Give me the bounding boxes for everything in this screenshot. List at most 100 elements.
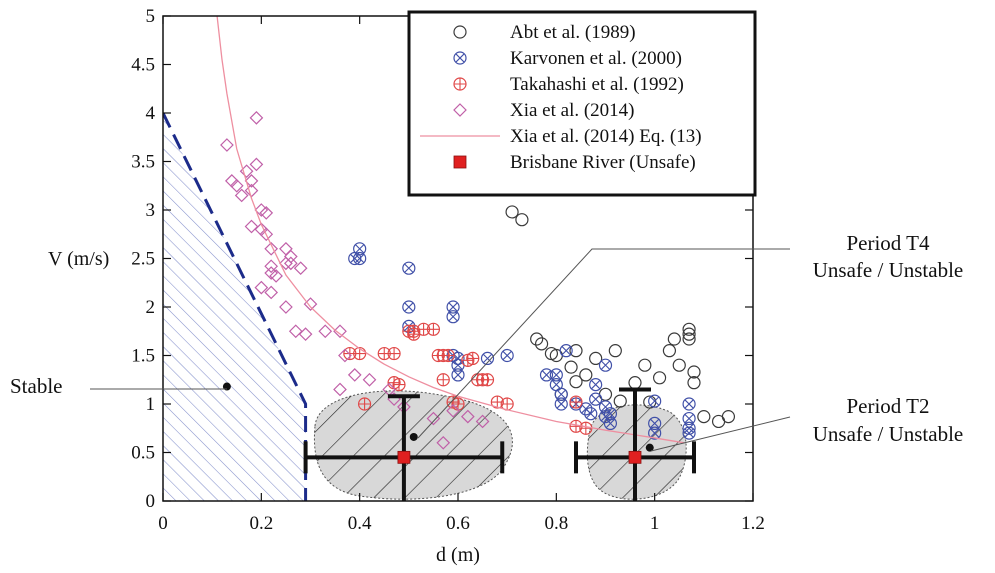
data-point-series-1-cross bbox=[355, 244, 365, 254]
brisbane-point bbox=[628, 450, 642, 464]
data-point-series-0 bbox=[697, 410, 711, 424]
axis-layer: 0 0.2 0.4 0.6 0.8 1 1.2 0 0.5 1 1.5 2 2.5 3 3.5 4 4.5 5 bbox=[131, 6, 765, 534]
data-point-series-1 bbox=[559, 344, 573, 358]
data-point-series-1-ring bbox=[682, 411, 696, 426]
data-point-series-0 bbox=[530, 332, 544, 346]
data-point-series-1 bbox=[549, 368, 563, 382]
x-tick-label: 0 bbox=[158, 513, 168, 534]
data-point-series-1-ring bbox=[682, 426, 696, 440]
legend-marker bbox=[453, 155, 467, 169]
data-point-series-1-cross bbox=[551, 370, 561, 380]
data-point-series-3 bbox=[279, 300, 293, 314]
legend-entry: Brisbane River (Unsafe) bbox=[453, 152, 696, 173]
legend-marker-ring bbox=[453, 51, 467, 65]
data-point-series-1 bbox=[402, 261, 416, 275]
data-point-series-3 bbox=[436, 435, 451, 450]
x-tick-label: 0.2 bbox=[249, 513, 273, 534]
y-axis-label: V (m/s) bbox=[48, 248, 109, 270]
x-tick-label: 1 bbox=[650, 513, 660, 534]
data-point-series-2-plus bbox=[358, 398, 371, 410]
legend-label: Xia et al. (2014) bbox=[510, 100, 635, 121]
data-point-series-2 bbox=[357, 397, 372, 411]
data-point-series-1-ring bbox=[500, 348, 514, 363]
data-point-series-1-cross bbox=[605, 409, 616, 419]
data-point-series-1-cross bbox=[404, 263, 414, 273]
legend-marker-plus bbox=[454, 78, 466, 90]
data-point-series-1 bbox=[451, 368, 465, 382]
data-point-series-2-plus bbox=[388, 347, 401, 360]
y-tick-label: 1.5 bbox=[131, 346, 155, 367]
period-t2-label-line2: Unsafe / Unstable bbox=[813, 422, 963, 446]
data-point-series-1-ring bbox=[598, 400, 613, 414]
legend-label: Xia et al. (2014) Eq. (13) bbox=[510, 126, 702, 147]
y-tick-label: 3 bbox=[146, 200, 156, 221]
period-t4-callout-line bbox=[417, 248, 790, 439]
data-point-series-1 bbox=[589, 378, 603, 392]
stable-label: Stable bbox=[10, 374, 63, 398]
data-point-series-3 bbox=[244, 219, 259, 234]
period-t2-callout: Period T2 Unsafe / Unstable bbox=[650, 394, 963, 452]
data-point-series-1-cross bbox=[650, 396, 660, 406]
data-point-series-1 bbox=[584, 407, 598, 421]
data-point-series-1 bbox=[682, 426, 696, 440]
data-point-series-3 bbox=[264, 285, 279, 300]
data-point-series-1-ring bbox=[539, 368, 554, 382]
data-point-series-1 bbox=[500, 348, 514, 363]
data-point-series-3 bbox=[293, 261, 308, 276]
data-point-series-3 bbox=[279, 256, 293, 271]
region-dot bbox=[409, 432, 418, 441]
data-point-series-1-cross bbox=[502, 350, 512, 361]
period-t4-label-line2: Unsafe / Unstable bbox=[813, 258, 963, 282]
data-point-series-3 bbox=[264, 241, 279, 256]
data-point-series-1-cross bbox=[684, 399, 694, 409]
data-point-series-1-ring bbox=[603, 407, 618, 421]
data-point-series-2-plus bbox=[461, 354, 474, 367]
data-point-series-1-ring bbox=[554, 397, 568, 411]
data-point-series-1-ring bbox=[446, 310, 460, 324]
period-t2-label-line1: Period T2 bbox=[846, 394, 929, 418]
data-point-series-1-cross bbox=[541, 370, 552, 380]
data-point-series-3 bbox=[264, 259, 279, 274]
data-point-series-1-ring bbox=[402, 300, 416, 314]
data-point-series-0 bbox=[652, 371, 667, 385]
data-point-series-1-cross bbox=[650, 418, 660, 428]
data-point-series-1-cross bbox=[556, 389, 566, 399]
data-point-series-3 bbox=[333, 382, 347, 397]
data-point-series-2 bbox=[441, 348, 455, 363]
data-point-series-1-cross bbox=[561, 346, 571, 356]
data-point-series-1 bbox=[446, 310, 460, 324]
data-point-series-1 bbox=[603, 416, 618, 430]
y-tick-label: 3.5 bbox=[131, 152, 155, 173]
data-point-series-0 bbox=[569, 375, 583, 389]
stable-callout: Stable bbox=[10, 374, 227, 398]
data-point-series-0 bbox=[662, 344, 677, 358]
data-point-series-1-cross bbox=[482, 353, 493, 363]
data-point-series-3 bbox=[333, 324, 347, 339]
data-point-series-1 bbox=[554, 397, 568, 411]
data-point-series-1 bbox=[554, 387, 568, 401]
data-point-series-1-ring bbox=[648, 426, 662, 440]
data-point-series-1-cross bbox=[448, 312, 458, 322]
period-t4-hatch bbox=[314, 390, 513, 500]
data-point-series-1-cross bbox=[586, 409, 596, 419]
data-point-series-2-plus bbox=[501, 398, 514, 410]
data-point-series-3 bbox=[269, 269, 283, 283]
data-point-series-2-plus bbox=[407, 328, 420, 341]
data-point-series-1-ring bbox=[579, 402, 593, 416]
data-point-series-1-ring bbox=[402, 261, 416, 275]
y-tick-label: 1 bbox=[146, 394, 156, 415]
data-point-series-1 bbox=[682, 411, 696, 426]
legend-label: Brisbane River (Unsafe) bbox=[510, 152, 696, 173]
data-point-series-1-ring bbox=[589, 392, 603, 406]
data-point-series-3 bbox=[283, 256, 298, 271]
data-point-series-2 bbox=[353, 346, 367, 361]
data-point-series-0 bbox=[721, 410, 736, 424]
data-point-series-1-cross bbox=[600, 402, 611, 412]
data-point-series-1-ring bbox=[446, 300, 460, 314]
data-point-series-0 bbox=[534, 337, 549, 351]
data-point-series-0 bbox=[682, 332, 696, 346]
data-point-series-1 bbox=[451, 351, 465, 366]
data-point-series-2 bbox=[426, 322, 441, 336]
data-point-series-1 bbox=[648, 394, 662, 408]
